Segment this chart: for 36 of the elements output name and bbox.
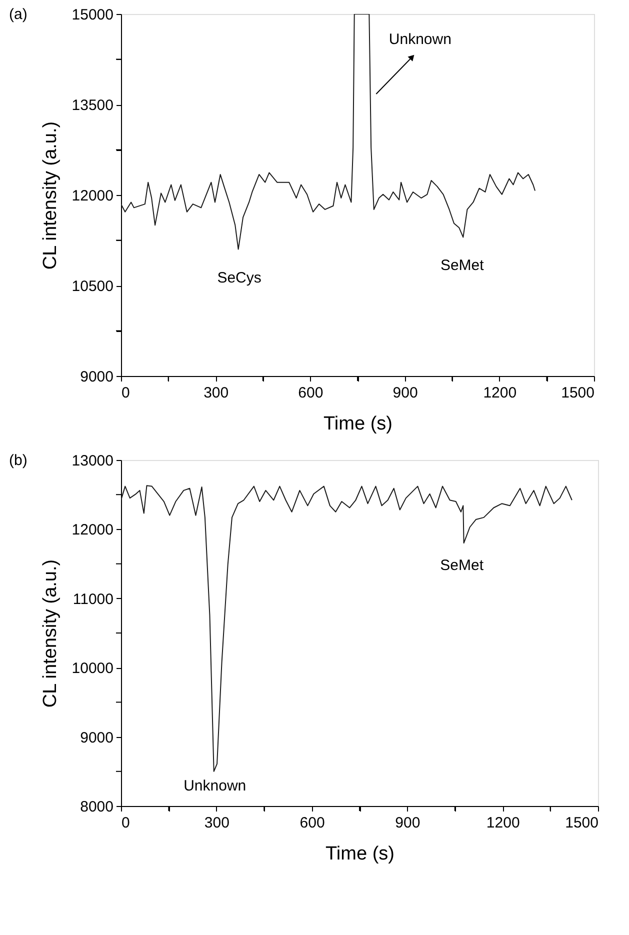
text: (b)	[9, 452, 28, 469]
x-tick-label: 1200	[486, 814, 520, 832]
y-tick-label: 8000	[80, 798, 114, 816]
x-axis-title: Time (s)	[326, 844, 394, 864]
y-axis-title: CL intensity (a.u.)	[40, 559, 61, 708]
y-tick-label: 9000	[80, 729, 114, 746]
y-tick-label: 10000	[72, 660, 114, 678]
y-tick-label: 13500	[72, 97, 114, 114]
y-tick-label: 12000	[72, 188, 114, 204]
annotation: Unknown	[388, 31, 452, 48]
x-tick-label: 900	[392, 384, 418, 402]
annotation: Unknown	[184, 777, 246, 794]
line-series	[121, 14, 536, 250]
x-tick-label: 900	[395, 814, 420, 832]
y-tick-label: 15000	[72, 6, 114, 24]
x-tick-label: 0	[122, 814, 130, 832]
annotation: SeMet	[440, 257, 485, 274]
x-tick-label: 300	[204, 814, 230, 832]
y-tick-label: 10500	[72, 278, 114, 295]
x-tick-label: 1500	[561, 384, 594, 402]
y-tick-label: 9000	[80, 368, 114, 386]
y-tick-label: 12000	[72, 522, 114, 539]
y-axis-title: CL intensity (a.u.)	[40, 121, 61, 270]
x-tick-label: 600	[300, 814, 325, 832]
line-series	[121, 485, 572, 772]
annotation: SeCys	[217, 269, 262, 286]
x-tick-label: 600	[298, 384, 324, 402]
x-tick-label: 0	[122, 384, 130, 402]
x-tick-label: 1500	[565, 814, 598, 832]
x-tick-label: 300	[204, 384, 229, 402]
x-axis-title: Time (s)	[324, 414, 392, 434]
annotation: SeMet	[440, 557, 484, 574]
y-tick-label: 11000	[72, 590, 114, 608]
text: (a)	[9, 6, 28, 23]
y-tick-label: 13000	[72, 452, 114, 470]
x-tick-label: 1200	[483, 384, 517, 402]
